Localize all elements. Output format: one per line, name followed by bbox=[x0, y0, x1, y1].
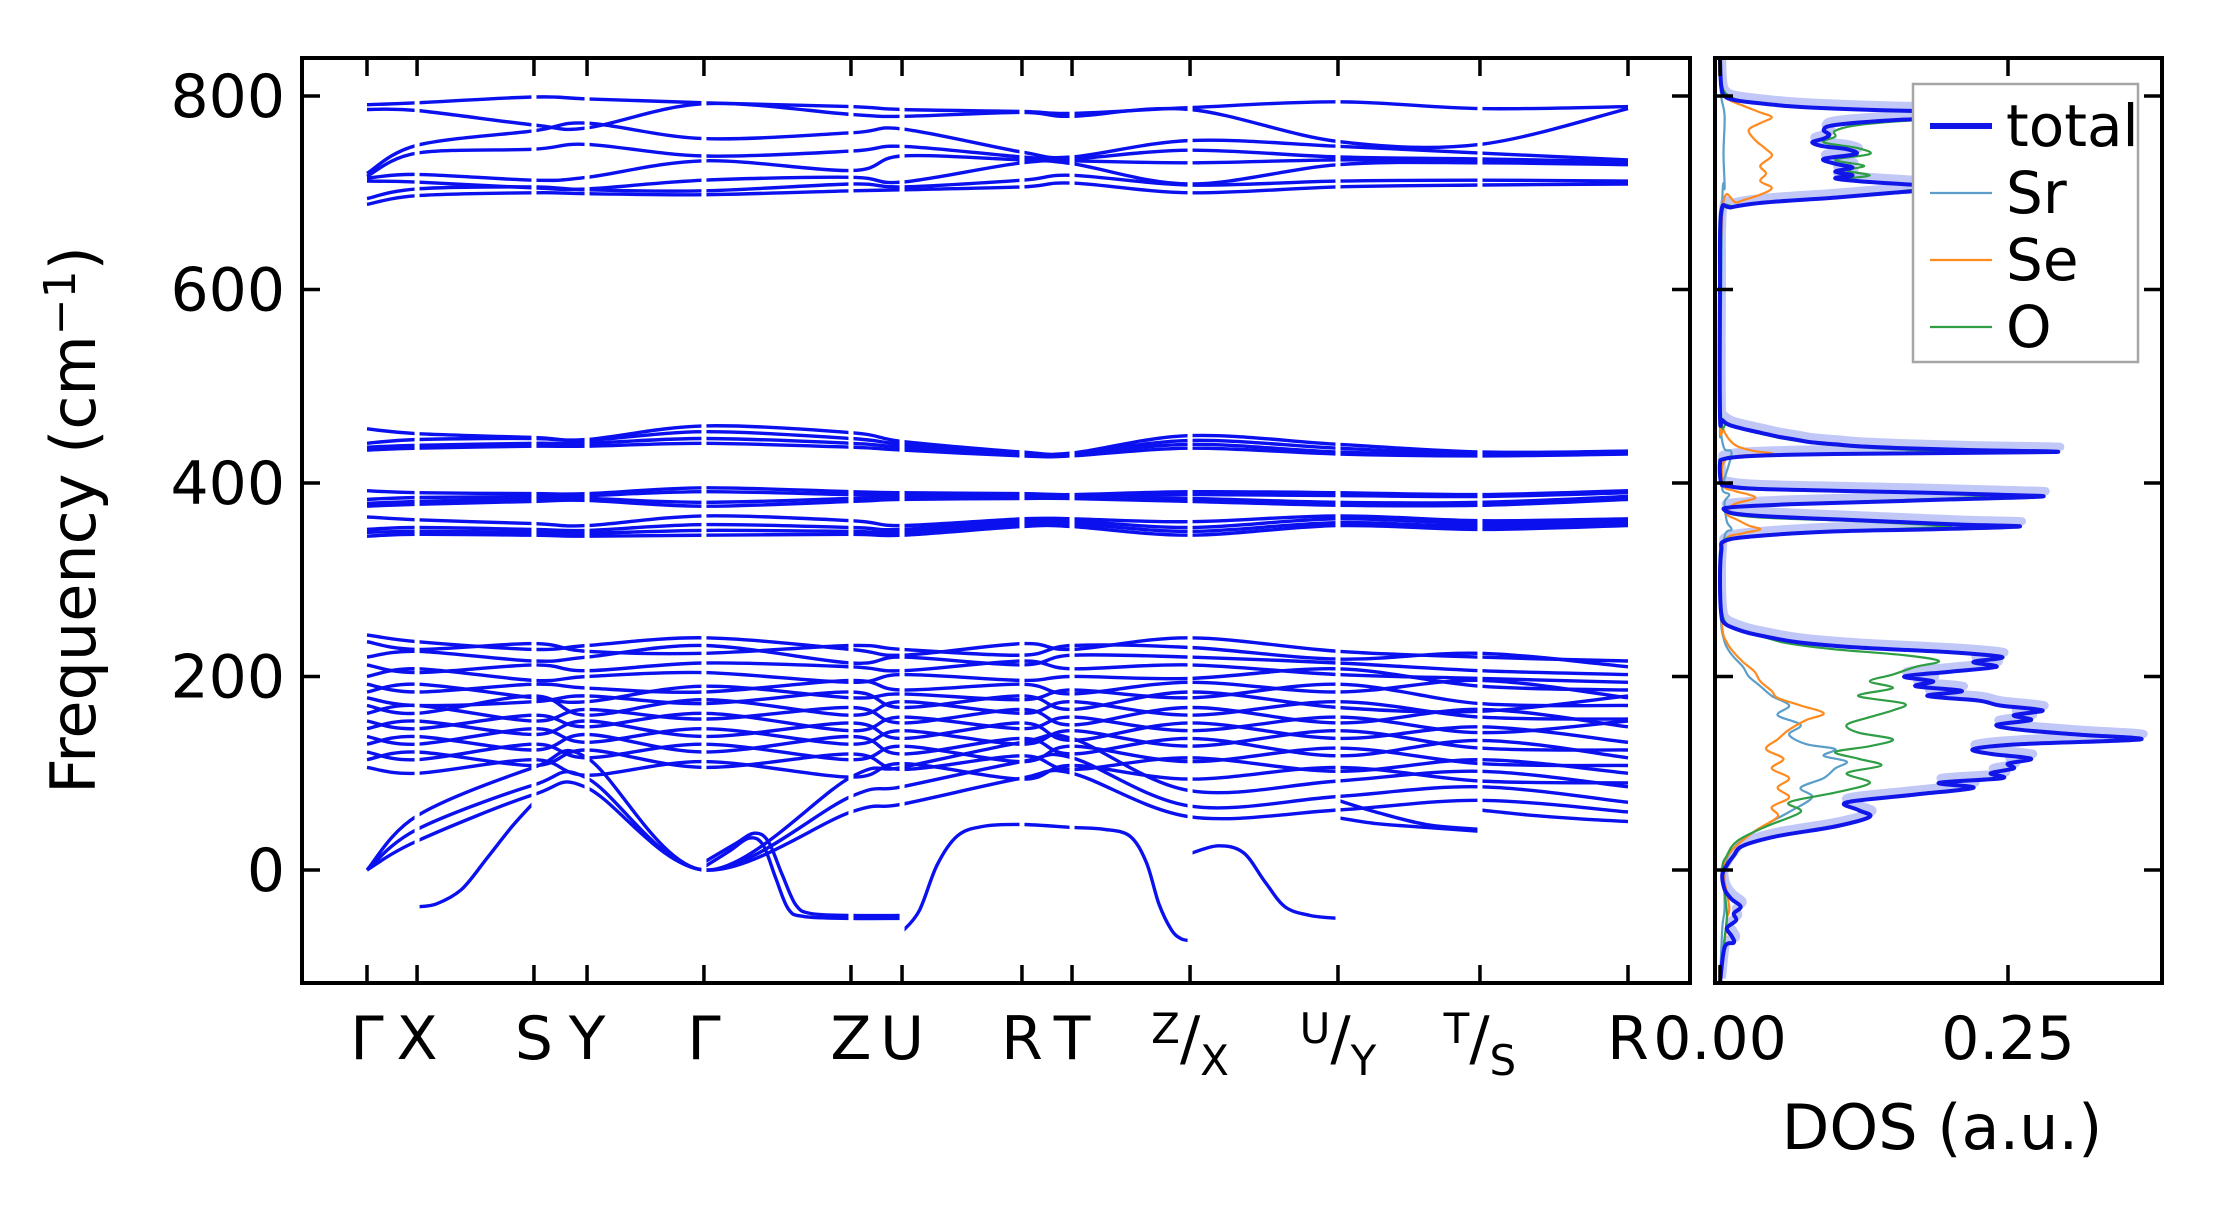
phonon-band bbox=[365, 733, 1629, 872]
y-tick-label: 800 bbox=[170, 62, 285, 132]
phonon-band bbox=[366, 711, 1629, 735]
k-tick-label-5: Z bbox=[830, 1004, 871, 1074]
segment-gap bbox=[584, 58, 590, 983]
dos-sr-line bbox=[1718, 58, 1849, 983]
segment-gap bbox=[531, 58, 537, 983]
phonon-band bbox=[366, 121, 1629, 175]
phonon-band bbox=[365, 752, 1629, 872]
phonon-soft-band bbox=[900, 822, 1191, 943]
phonon-band bbox=[366, 694, 1629, 721]
k-tick-label-2: S bbox=[515, 1004, 553, 1074]
phonon-soft-band bbox=[1189, 844, 1339, 921]
dos-x-tick-label: 0.25 bbox=[1941, 1004, 2075, 1074]
segment-gap bbox=[1477, 58, 1483, 983]
k-tick-label-9: Z/X bbox=[1151, 1004, 1229, 1085]
dos-x-axis-label: DOS (a.u.) bbox=[1782, 1091, 2103, 1164]
y-tick-label: 400 bbox=[170, 449, 285, 519]
legend-label-Sr: Sr bbox=[2006, 159, 2067, 227]
legend-label-Se: Se bbox=[2006, 226, 2079, 294]
legend-box bbox=[1911, 82, 2140, 364]
k-tick-label-6: U bbox=[880, 1004, 924, 1074]
phonon-soft-band bbox=[1479, 808, 1629, 824]
phonon-band bbox=[366, 101, 1629, 150]
band-panel-frame bbox=[300, 56, 1692, 985]
k-tick-label-11: T/S bbox=[1443, 1004, 1517, 1085]
dos-x-tick-label: 0.00 bbox=[1653, 1004, 1787, 1074]
legend-label-O: O bbox=[2006, 293, 2052, 361]
phonon-band bbox=[366, 429, 1629, 458]
dos-total-line bbox=[1717, 58, 2144, 983]
segment-gap bbox=[899, 58, 905, 983]
phonon-band bbox=[366, 496, 1629, 508]
band-lines bbox=[365, 58, 1629, 983]
k-tick-label-10: U/Y bbox=[1300, 1004, 1377, 1085]
phonon-soft-band bbox=[1337, 816, 1481, 833]
phonon-soft-band bbox=[1337, 798, 1481, 832]
dos-se-line bbox=[1718, 58, 1825, 983]
phonon-band bbox=[366, 640, 1629, 669]
segment-gap bbox=[414, 58, 420, 983]
segment-gap bbox=[1187, 58, 1193, 983]
phonon-band bbox=[366, 726, 1629, 752]
phonon-band bbox=[366, 95, 1629, 116]
phonon-band bbox=[366, 703, 1629, 729]
segment-gap bbox=[1019, 58, 1025, 983]
phonon-band bbox=[366, 768, 1629, 872]
y-axis-label: Frequency (cm−1) bbox=[35, 246, 110, 794]
k-tick-label-8: T bbox=[1053, 1004, 1091, 1074]
segment-gap bbox=[1335, 58, 1341, 983]
segment-gap bbox=[701, 58, 707, 983]
k-tick-label-0: Γ bbox=[350, 1004, 384, 1074]
y-tick-label: 0 bbox=[247, 836, 285, 906]
phonon-band bbox=[366, 523, 1629, 538]
phonon-band bbox=[366, 659, 1629, 684]
dos-panel-frame bbox=[1713, 56, 2164, 985]
phonon-band bbox=[366, 489, 1629, 502]
phonon-band bbox=[366, 742, 1629, 768]
phonon-band bbox=[366, 173, 1629, 201]
dos-lines bbox=[1717, 58, 2148, 983]
y-tick-label: 200 bbox=[170, 643, 285, 713]
phonon-soft-band bbox=[703, 831, 903, 918]
phonon-band bbox=[366, 153, 1629, 183]
k-tick-label-7: R bbox=[1001, 1004, 1043, 1074]
phonon-band bbox=[366, 181, 1629, 207]
phonon-band bbox=[366, 666, 1629, 692]
phonon-band bbox=[366, 517, 1629, 533]
k-tick-label-12: R bbox=[1607, 1004, 1649, 1074]
phonon-band bbox=[366, 514, 1629, 528]
segment-gap bbox=[1069, 58, 1075, 983]
legend-label-total: total bbox=[2006, 92, 2139, 160]
phonon-band bbox=[366, 643, 1629, 677]
phonon-band bbox=[366, 678, 1629, 700]
phonon-band bbox=[366, 142, 1629, 178]
k-tick-label-1: X bbox=[397, 1004, 438, 1074]
phonon-band bbox=[366, 441, 1629, 459]
k-tick-label-3: Y bbox=[568, 1004, 606, 1074]
phonon-band bbox=[366, 633, 1629, 663]
phonon-soft-band bbox=[703, 836, 903, 921]
segment-gap bbox=[848, 58, 854, 983]
k-tick-label-4: Γ bbox=[687, 1004, 721, 1074]
phonon-band bbox=[366, 494, 1629, 505]
phonon-soft-band bbox=[416, 801, 536, 909]
phonon-band bbox=[366, 520, 1629, 536]
y-tick-label: 600 bbox=[170, 256, 285, 326]
